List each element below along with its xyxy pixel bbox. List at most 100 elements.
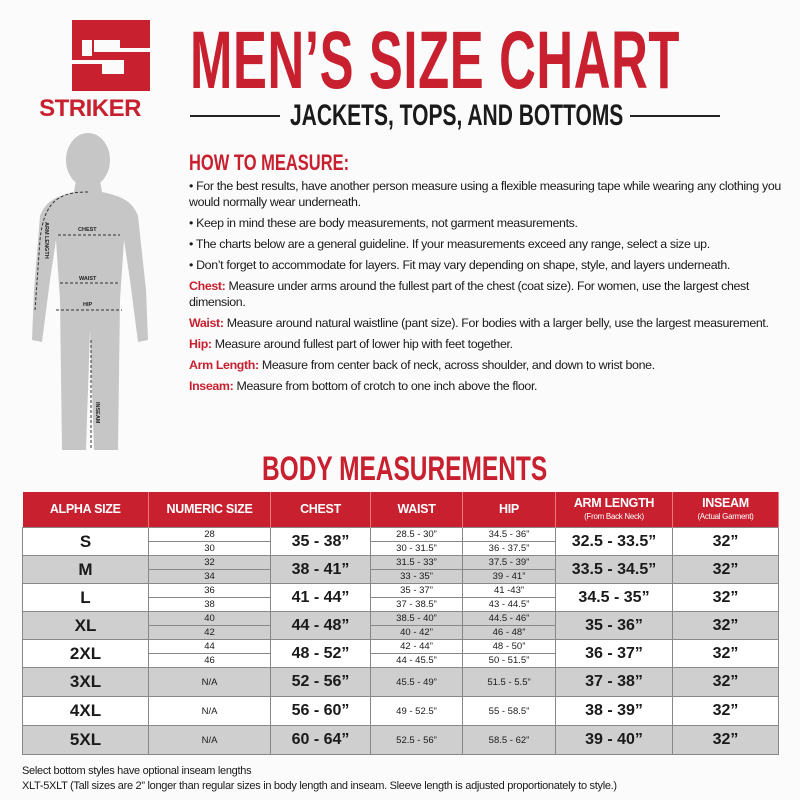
hip-value: 51.5 - 5.5” [462, 667, 556, 697]
table-row: 3XL N/A 52 - 56” 45.5 - 49” 51.5 - 5.5” 37 - … [22, 667, 779, 697]
definition-text: Measure from bottom of crotch to one inc… [233, 379, 538, 393]
definition-text: Measure around fullest part of lower hip… [211, 337, 513, 351]
table-row: M 32 38 - 41” 31.5 - 33” 37.5 - 39” 33.5 - 34… [22, 555, 779, 584]
alpha-size: L [22, 583, 149, 612]
chest-value: 48 - 52” [270, 639, 371, 668]
footnote: Select bottom styles have optional insea… [22, 765, 252, 777]
table-row: 4XL N/A 56 - 60” 49 - 52.5” 55 - 58.5” 38 - 3… [22, 696, 779, 726]
alpha-size: 5XL [22, 725, 149, 755]
alpha-size: XL [22, 611, 149, 640]
arm-length-value: 33.5 - 34.5” [555, 555, 673, 584]
inseam-label: INSEAM [94, 402, 100, 424]
arm-length-value: 34.5 - 35” [555, 583, 673, 612]
page-subtitle: JACKETS, TOPS, AND BOTTOMS [190, 98, 720, 134]
definition-term: Waist: [189, 316, 224, 330]
waist-value: 40 - 42” [370, 625, 463, 640]
arm-length-value: 32.5 - 33.5” [555, 527, 673, 556]
striker-logo-icon [72, 20, 150, 91]
hip-value: 50 - 51.5” [462, 653, 556, 668]
body-figure: CHEST WAIST HIP ARM LENGTH INSEAM [32, 133, 148, 450]
arm-length-value: 37 - 38” [555, 667, 673, 697]
waist-value: 37 - 38.5” [370, 597, 463, 612]
waist-value: 28.5 - 30” [370, 527, 463, 542]
numeric-size: 46 [148, 653, 271, 668]
chest-value: 56 - 60” [270, 696, 371, 726]
divider [630, 115, 720, 117]
arm-length-value: 35 - 36” [555, 611, 673, 640]
hip-value: 39 - 41” [462, 569, 556, 584]
definition-text: Measure from center back of neck, across… [258, 358, 655, 372]
table-subrow: 38 37 - 38.5” 43 - 44.5” [23, 597, 779, 612]
definition-item: Hip: Measure around fullest part of lowe… [189, 336, 789, 352]
brand-name: STRIKER [39, 95, 141, 122]
numeric-size: N/A [148, 696, 271, 726]
arm-length-value: 38 - 39” [555, 696, 673, 726]
bullet-item: • The charts below are a general guideli… [189, 237, 710, 251]
table-row: S 28 35 - 38” 28.5 - 30” 34.5 - 36” 32.5 - 33… [22, 527, 779, 556]
inseam-value: 32” [672, 583, 779, 612]
chest-value: 60 - 64” [270, 725, 371, 755]
chest-value: 35 - 38” [270, 527, 371, 556]
numeric-size: N/A [148, 667, 271, 697]
inseam-value: 32” [672, 667, 779, 697]
definition-term: Inseam: [189, 379, 234, 393]
alpha-size: 2XL [22, 639, 149, 668]
waist-value: 44 - 45.5” [370, 653, 463, 668]
waist-label: WAIST [79, 276, 97, 282]
column-header: ALPHA SIZE [22, 492, 149, 528]
chest-value: 41 - 44” [270, 583, 371, 612]
waist-value: 31.5 - 33” [370, 555, 463, 570]
inseam-value: 32” [672, 639, 779, 668]
definition-text: Measure under arms around the fullest pa… [189, 279, 749, 309]
table-heading: BODY MEASUREMENTS [262, 450, 548, 488]
waist-value: 30 - 31.5” [370, 541, 463, 556]
arm-length-label: ARM LENGTH [43, 222, 49, 259]
how-to-heading: HOW TO MEASURE: [189, 150, 350, 175]
chest-value: 44 - 48” [270, 611, 371, 640]
definition-term: Hip: [189, 337, 212, 351]
column-header: HIP [462, 492, 556, 528]
hip-value: 37.5 - 39” [462, 555, 556, 570]
definition-term: Chest: [189, 279, 226, 293]
hip-value: 58.5 - 62” [462, 725, 556, 755]
arm-length-value: 36 - 37” [555, 639, 673, 668]
hip-value: 44.5 - 46” [462, 611, 556, 626]
definition-item: Inseam: Measure from bottom of crotch to… [189, 378, 789, 394]
alpha-size: M [22, 555, 149, 584]
definition-item: Arm Length: Measure from center back of … [189, 357, 789, 373]
inseam-value: 32” [672, 555, 779, 584]
table-row: 2XL 44 48 - 52” 42 - 44” 48 - 50” 36 - 37” 32” [22, 639, 779, 668]
column-header: ARM LENGTH (From Back Neck) [555, 492, 673, 528]
table-row: XL 40 44 - 48” 38.5 - 40” 44.5 - 46” 35 - 36”… [22, 611, 779, 640]
hip-value: 46 - 48” [462, 625, 556, 640]
footnote: XLT-5XLT (Tall sizes are 2” longer than … [22, 780, 617, 792]
hip-value: 55 - 58.5” [462, 696, 556, 726]
table-subrow: 34 33 - 35” 39 - 41” [23, 569, 779, 584]
inseam-value: 32” [672, 696, 779, 726]
chest-value: 38 - 41” [270, 555, 371, 584]
numeric-size: 30 [148, 541, 271, 556]
size-table: ALPHA SIZE NUMERIC SIZE CHEST WAIST HIP ARM L… [22, 492, 779, 755]
definition-item: Waist: Measure around natural waistline … [189, 315, 789, 331]
divider [190, 115, 280, 117]
definition-term: Arm Length: [189, 358, 259, 372]
numeric-size: 34 [148, 569, 271, 584]
how-to-section: • For the best results, have another per… [189, 178, 789, 399]
definition-item: Chest: Measure under arms around the ful… [189, 278, 789, 310]
chest-value: 52 - 56” [270, 667, 371, 697]
hip-value: 43 - 44.5” [462, 597, 556, 612]
waist-value: 35 - 37” [370, 583, 463, 598]
waist-value: 42 - 44” [370, 639, 463, 654]
bullet-item: • Keep in mind these are body measuremen… [189, 216, 578, 230]
column-header: CHEST [270, 492, 371, 528]
hip-value: 48 - 50” [462, 639, 556, 654]
column-header: INSEAM (Actual Garment) [672, 492, 779, 528]
waist-value: 38.5 - 40” [370, 611, 463, 626]
alpha-size: S [22, 527, 149, 556]
hip-value: 36 - 37.5” [462, 541, 556, 556]
hip-value: 34.5 - 36” [462, 527, 556, 542]
alpha-size: 4XL [22, 696, 149, 726]
inseam-value: 32” [672, 611, 779, 640]
numeric-size: 40 [148, 611, 271, 626]
numeric-size: 38 [148, 597, 271, 612]
